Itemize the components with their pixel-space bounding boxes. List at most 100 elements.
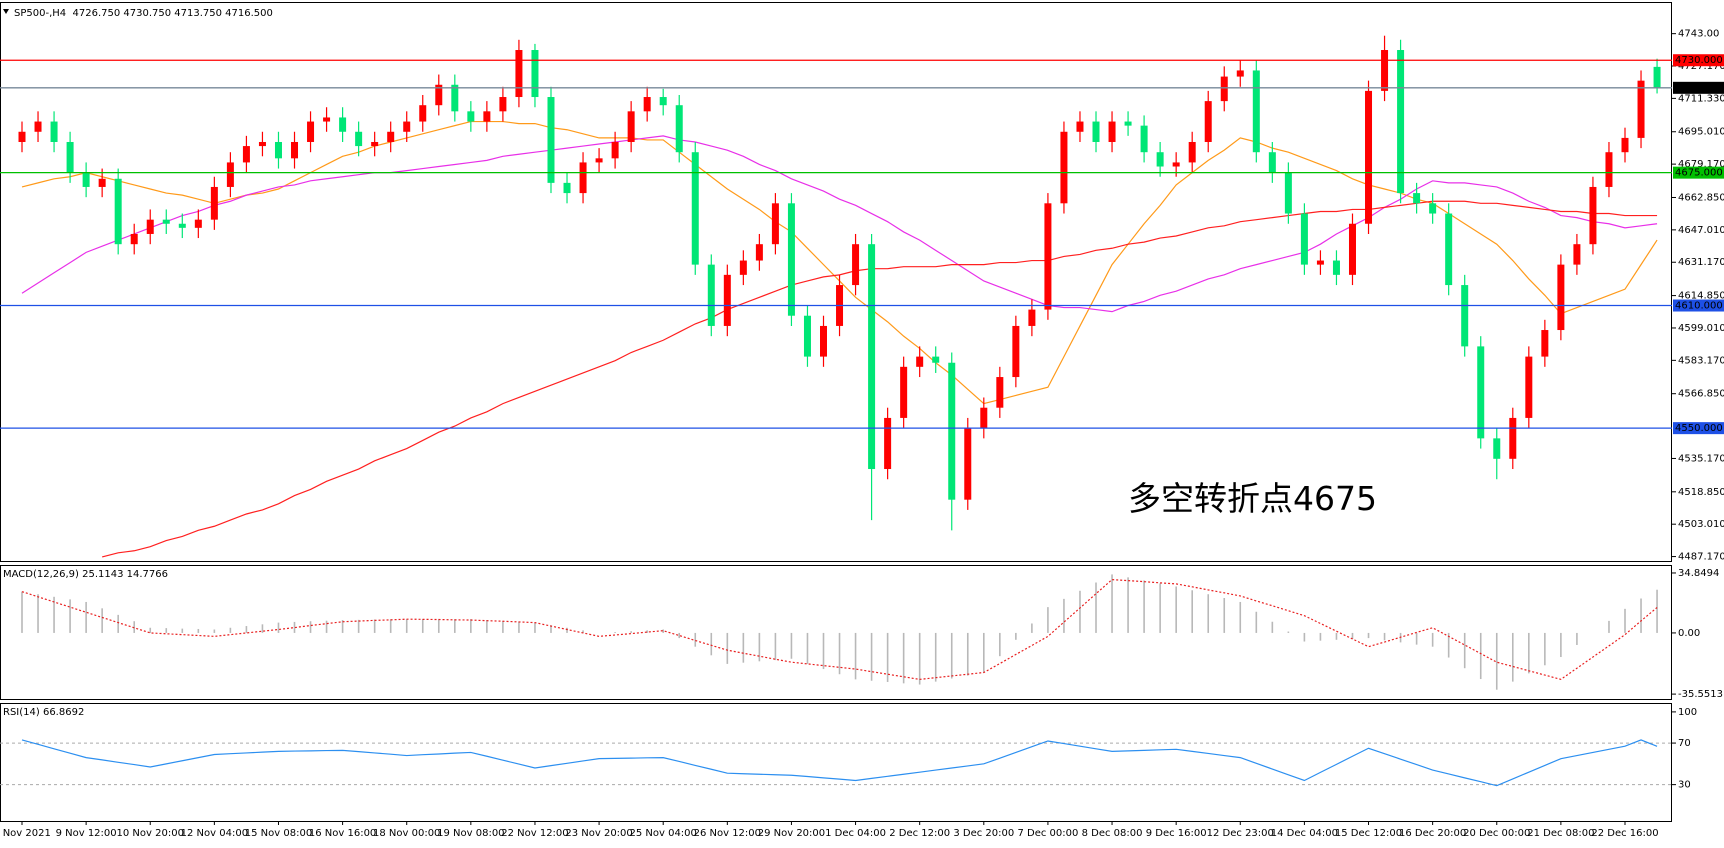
x-tick-label: 10 Nov 20:00 <box>117 828 184 839</box>
x-tick-label: 18 Nov 00:00 <box>373 828 440 839</box>
y-tick-label: 4535.170 <box>1678 453 1724 464</box>
x-tick-label: 12 Nov 04:00 <box>181 828 248 839</box>
candle-body <box>1156 152 1164 167</box>
candle-body <box>707 264 715 326</box>
candle-body <box>1557 264 1565 331</box>
candle-body <box>387 131 395 142</box>
x-tick-label: 26 Nov 12:00 <box>694 828 761 839</box>
candle-body <box>723 274 731 326</box>
candle-body <box>1044 203 1052 310</box>
candle-body <box>258 141 266 147</box>
candle-body <box>1204 101 1212 142</box>
price-level-label-box <box>1673 54 1724 67</box>
x-tick-label: 8 Nov 2021 <box>0 828 51 839</box>
candle-body <box>1653 66 1661 88</box>
candle-body <box>1284 172 1292 214</box>
x-tick-label: 25 Nov 04:00 <box>629 828 696 839</box>
candle-body <box>162 219 170 224</box>
annotation: 多空转折点4675 <box>1128 479 1377 518</box>
candle-body <box>291 141 299 159</box>
candle-body <box>1348 223 1356 275</box>
candle-body <box>403 121 411 132</box>
candle-body <box>1028 309 1036 326</box>
candle-body <box>371 141 379 147</box>
candle-body <box>194 219 202 228</box>
x-tick-label: 16 Dec 20:00 <box>1399 828 1466 839</box>
candle-body <box>1188 141 1196 163</box>
y-tick-label: 4518.850 <box>1678 487 1724 498</box>
candle-body <box>178 223 186 228</box>
x-tick-label: 15 Nov 08:00 <box>245 828 312 839</box>
candle-body <box>948 362 956 500</box>
y-tick-label: 70 <box>1678 738 1691 749</box>
price-level-label-box <box>1673 422 1724 435</box>
y-tick-label: 4614.850 <box>1678 291 1724 302</box>
candle-body <box>1573 244 1581 265</box>
candle-body <box>1621 137 1629 153</box>
candle-body <box>611 141 619 159</box>
candle-body <box>1509 417 1517 459</box>
x-tick-label: 1 Dec 04:00 <box>825 828 886 839</box>
moving-average-line <box>102 200 1658 558</box>
y-tick-label: 4727.170 <box>1678 61 1724 72</box>
y-tick-label: 34.8494 <box>1678 568 1719 579</box>
candle-body <box>483 111 491 122</box>
candle-body <box>563 182 571 194</box>
candle-body <box>18 131 26 142</box>
candle-body <box>964 428 972 500</box>
rsi-line <box>21 739 1658 787</box>
x-tick-label: 23 Nov 20:00 <box>565 828 632 839</box>
candle-body <box>868 244 876 470</box>
candle-body <box>130 233 138 245</box>
candle-body <box>1637 80 1645 138</box>
candle-body <box>1541 330 1549 357</box>
candle-body <box>627 111 635 142</box>
candle-body <box>1525 356 1533 418</box>
price-level-label: 4730.000 <box>1675 55 1723 66</box>
candle-body <box>691 152 699 265</box>
candle-body <box>82 172 90 187</box>
candle-body <box>323 117 331 122</box>
candle-body <box>34 121 42 132</box>
plots: 4743.004727.1704711.3304695.0104679.1704… <box>0 29 1724 839</box>
x-tick-label: 3 Dec 20:00 <box>953 828 1014 839</box>
candle-body <box>820 325 827 357</box>
candle-body <box>50 121 58 142</box>
price-level-label: 4550.000 <box>1675 423 1723 434</box>
candle-body <box>1461 285 1469 347</box>
candle-body <box>451 84 459 112</box>
candle-body <box>1140 125 1148 153</box>
candle-body <box>307 121 315 142</box>
symbol-icon <box>3 9 9 14</box>
x-tick-label: 29 Nov 20:00 <box>758 828 825 839</box>
candle-body <box>531 50 539 98</box>
candle-body <box>1092 121 1100 142</box>
candle-body <box>996 377 1004 408</box>
candle-body <box>1076 121 1084 132</box>
candle-body <box>659 97 667 106</box>
rsi-title: RSI(14) 66.8692 <box>3 707 84 718</box>
y-tick-label: 4631.170 <box>1678 257 1724 268</box>
candle-body <box>339 117 347 132</box>
x-tick-label: 12 Dec 23:00 <box>1207 828 1274 839</box>
price-level-label-box <box>1673 299 1724 312</box>
candle-body <box>916 356 924 367</box>
candle-body <box>739 260 747 275</box>
y-tick-label: 4711.330 <box>1678 93 1724 104</box>
y-tick-label: 0.00 <box>1678 628 1700 639</box>
x-tick-label: 8 Dec 08:00 <box>1082 828 1143 839</box>
candle-body <box>1445 213 1453 286</box>
y-tick-label: 4679.170 <box>1678 159 1724 170</box>
chart-title: SP500-,H4 4726.750 4730.750 4713.750 471… <box>14 8 273 19</box>
x-tick-label: 20 Dec 00:00 <box>1463 828 1530 839</box>
rsi-panel-frame <box>0 703 1672 822</box>
candle-body <box>932 356 940 363</box>
x-tick-label: 9 Dec 16:00 <box>1146 828 1207 839</box>
candle-body <box>1397 50 1405 194</box>
candle-body <box>1172 162 1180 167</box>
x-tick-label: 15 Dec 12:00 <box>1335 828 1402 839</box>
candle-body <box>419 105 427 122</box>
macd-panel-frame <box>0 565 1672 700</box>
candle-body <box>515 50 523 98</box>
